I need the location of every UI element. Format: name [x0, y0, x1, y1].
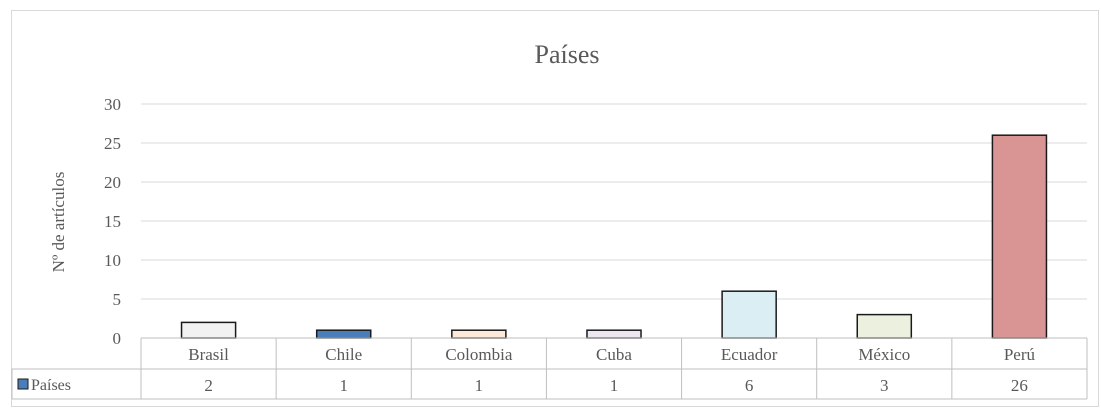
category-label: Brasil	[188, 345, 229, 364]
bar-chile	[315, 329, 372, 339]
chart-frame	[11, 10, 1099, 407]
data-value-label: 2	[204, 376, 213, 395]
category-label: Cuba	[596, 345, 632, 364]
bar-méxico	[856, 313, 913, 339]
bars	[180, 134, 1048, 339]
y-tick-label: 15	[104, 212, 121, 231]
y-tick-label: 20	[104, 173, 121, 192]
category-label: Chile	[325, 345, 362, 364]
data-table: Brasil 2 Chile 1 Colombia 1 Cuba 1 Ecuador 6 Méxic…	[11, 337, 1088, 400]
gridlines	[141, 103, 1087, 300]
legend-series-name: Países	[31, 377, 71, 394]
category-label: Colombia	[445, 345, 513, 364]
bar-cuba	[586, 329, 642, 339]
chart-title: Países	[535, 40, 600, 69]
bar-perú	[991, 134, 1048, 339]
data-value-label: 1	[610, 376, 619, 395]
y-axis-label: Nº de artículos	[49, 172, 68, 273]
y-axis-ticks: 0 5 10 15 20 25 30	[104, 95, 121, 348]
bar-colombia	[451, 329, 507, 339]
bar-brasil	[180, 321, 237, 339]
data-value-label: 1	[475, 376, 484, 395]
data-value-label: 1	[339, 376, 348, 395]
category-label: México	[858, 345, 910, 364]
y-tick-label: 30	[104, 95, 121, 114]
data-value-label: 6	[745, 376, 754, 395]
bar-ecuador	[721, 290, 777, 339]
category-label: Ecuador	[721, 345, 778, 364]
y-tick-label: 10	[104, 251, 121, 270]
category-label: Perú	[1004, 345, 1036, 364]
data-value-label: 26	[1011, 376, 1028, 395]
y-tick-label: 0	[113, 329, 122, 348]
y-tick-label: 25	[104, 134, 121, 153]
y-tick-label: 5	[113, 290, 122, 309]
data-value-label: 3	[880, 376, 889, 395]
legend-key	[17, 378, 29, 390]
